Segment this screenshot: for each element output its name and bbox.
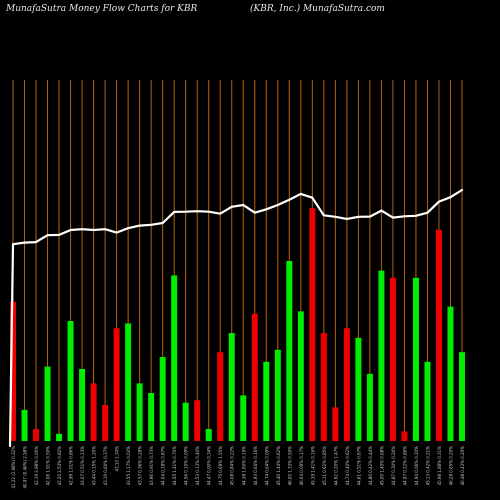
x-tick-label-12: 43.96 0.91% 0.73% [149,446,154,486]
bar-35 [412,277,419,441]
x-tick-label-37: 45.98 1.88% 0.31% [437,446,442,486]
price-line [8,188,464,448]
bar-31 [366,373,373,441]
bar-29 [343,328,350,441]
bar-16 [194,400,201,441]
bar-10 [125,323,132,441]
x-tick-label-1: 40.97 (0.46%) 2.58% [23,446,28,489]
x-tick-label-34: 44.97 0.22% 0.86% [402,446,407,486]
x-tick-label-30: 44.61 0.51% 0.67% [356,446,361,486]
bar-18 [217,352,224,441]
x-tick-label-25: 46.04 0.09% 0.17% [299,446,304,486]
bar-1 [21,409,28,441]
bar-12 [148,393,155,441]
x-tick-label-9: 43.10 1.34% [115,446,120,472]
x-tick-label-35: 44.94 0.06% 0.20% [414,446,419,486]
bar-2 [33,429,40,441]
x-tick-label-15: 44.56 0.10% 0.09% [184,446,189,486]
x-tick-label-32: 45.00 1.45% 0.68% [379,446,384,486]
bar-11 [136,383,143,441]
bar-33 [389,277,396,441]
bar-30 [355,337,362,441]
x-tick-label-23: 45.40 1.44% 0.62% [276,446,281,486]
x-tick-label-28: 44.92 0.20% 1.47% [333,446,338,486]
x-tick-label-5: 42.99 1.01% 0.86% [69,446,74,486]
x-tick-label-20: 44.38 1.60% 0.19% [241,446,246,486]
x-tick-label-10: 43.55 1.17% 0.02% [126,446,131,486]
x-tick-label-33: 44.87 0.30% 0.26% [391,446,396,486]
bar-3 [44,366,51,441]
bar-7 [90,383,97,441]
x-tick-label-29: 44.74 0.40% 0.62% [345,446,350,486]
x-tick-label-26: 45.39 1.41% 0.16% [310,446,315,486]
money-flow-bars [10,208,465,441]
bar-5 [67,321,74,441]
bar-38 [447,306,454,441]
bar-23 [274,349,281,441]
bar-20 [240,395,247,441]
bar-26 [309,208,316,441]
bar-14 [171,275,178,441]
x-tick-label-11: 43.57 0.36% 0.28% [138,446,143,486]
x-tick-label-27: 45.11 0.62% 0.85% [322,446,327,486]
bar-32 [378,270,385,441]
x-tick-label-2: 42.19 2.98% 0.00% [34,446,39,486]
bar-27 [320,333,327,441]
bar-6 [79,369,86,441]
bar-37 [435,229,442,441]
x-tick-label-24: 46.00 1.33% 0.50% [287,446,292,486]
bar-39 [459,352,465,441]
x-tick-label-36: 45.13 0.42% 0.21% [425,446,430,486]
x-tick-label-18: 44.75 0.69% 1.55% [218,446,223,486]
x-tick-label-4: 42.20 2.53% 0.82% [57,446,62,486]
x-tick-label-38: 46.28 0.65% 0.20% [448,446,453,486]
price-polyline [8,188,464,448]
x-tick-label-21: 44.93 0.64% 0.16% [253,446,258,486]
x-tick-label-39: 46.48 0.43% 0.20% [460,446,465,486]
bar-9 [113,328,120,441]
bar-0 [10,301,16,441]
x-tick-label-8: 43.19 0.60% 0.37% [103,446,108,486]
chart-title: MunafaSutra Money Flow Charts for KBR [6,4,198,14]
bar-13 [159,357,166,441]
x-tick-label-22: 44.74 0.64% 0.09% [264,446,269,486]
x-tick-label-7: 43.44 0.15% 1.20% [92,446,97,486]
x-tick-label-3: 42.06 1.91% 0.50% [46,446,51,486]
bar-22 [263,361,270,441]
bar-17 [205,429,212,441]
x-tick-labels: 41.22 (2.98%) 0.32% 40.97 (0.46%) 2.58% 42… [11,446,465,489]
x-tick-label-13: 44.04 0.18% 0.87% [161,446,166,486]
x-tick-label-6: 43.07 0.51% 0.13% [80,446,85,486]
x-tick-label-14: 44.55 1.41% 0.70% [172,446,177,486]
bar-24 [286,261,293,441]
bar-19 [228,333,235,441]
bar-28 [332,407,339,441]
bar-15 [182,402,189,441]
bar-4 [56,433,63,441]
bar-25 [297,311,304,441]
x-tick-label-31: 44.80 0.42% 0.44% [368,446,373,486]
x-tick-label-17: 44.47 0.00% 0.34% [207,446,212,486]
x-tick-label-16: 44.53 0.13% 0.40% [195,446,200,486]
bar-36 [424,361,431,441]
bar-8 [102,405,109,441]
bar-34 [401,431,408,441]
x-tick-label-19: 45.08 0.84% 0.22% [230,446,235,486]
bar-21 [251,313,258,441]
chart-source: (KBR, Inc.) MunafaSutra.com [250,4,385,14]
x-tick-label-0: 41.22 (2.98%) 0.32% [11,446,16,489]
